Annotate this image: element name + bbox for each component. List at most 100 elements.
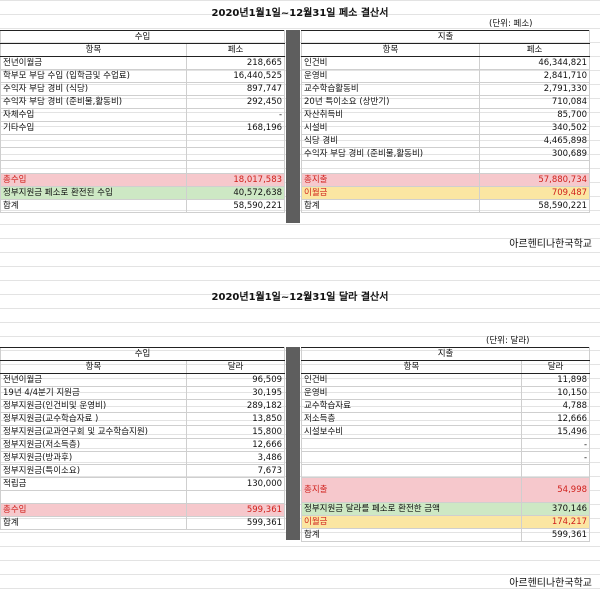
table-row: 기타수입 168,196 — [0, 121, 286, 135]
expense-header: 지출 — [300, 347, 591, 361]
table-row: 수익자 부담 경비 (식당) 897,747 — [0, 82, 286, 96]
table-row — [0, 160, 286, 174]
column-divider — [286, 347, 300, 540]
row-item: 정부지원금(교과연구회 및 교수학습지원) — [0, 425, 187, 439]
table-row: 20년 특이소요 (상반기) 710,084 — [301, 95, 591, 109]
gridline — [0, 574, 600, 575]
gridline — [0, 42, 600, 43]
income-sum-value: 58,590,221 — [185, 199, 286, 213]
table-row: 정부지원금(방과후) 3,486 — [0, 451, 286, 465]
row-item — [301, 160, 480, 174]
table-row — [301, 160, 591, 174]
gridline — [0, 210, 600, 211]
row-value: 15,800 — [185, 425, 286, 439]
expense-carry-value: 709,487 — [478, 186, 591, 200]
gridline — [0, 140, 600, 141]
expense-carry-value: 174,217 — [520, 515, 591, 529]
row-value: 7,673 — [185, 464, 286, 478]
table-row: 정부지원금(인건비및 운영비) 289,182 — [0, 399, 286, 413]
row-item: 적립금 — [0, 477, 187, 491]
dollar-expense-table: 지출 항목 달라 인건비 11,898 운영비 10,150 교수학습자료 4,788 저소득… — [300, 347, 591, 542]
gridline — [0, 518, 600, 519]
expense-total-label: 총지출 — [301, 173, 480, 187]
row-value: 2,791,330 — [478, 82, 591, 96]
row-item: 수익자 부담 경비 (준비물,활동비) — [0, 95, 187, 109]
table-row: 교수학습활동비 2,791,330 — [301, 82, 591, 96]
row-value: 300,689 — [478, 147, 591, 161]
row-item: 시설비 — [301, 121, 480, 135]
gridline — [0, 266, 600, 267]
row-item: 식당 경비 — [301, 134, 480, 148]
table-row: - — [301, 438, 591, 452]
gridline — [0, 84, 600, 85]
row-value: 12,666 — [520, 412, 591, 426]
row-item: 시설보수비 — [301, 425, 522, 439]
peso-unit-label: (단위: 페소) — [489, 19, 533, 29]
col-item-header: 항목 — [0, 360, 187, 374]
gridline — [0, 420, 600, 421]
table-row: 전년이월금 218,665 — [0, 56, 286, 70]
gridline — [0, 448, 600, 449]
row-item — [0, 490, 187, 504]
table-row: 19년 4/4분기 지원금 30,195 — [0, 386, 286, 400]
row-value: 11,898 — [520, 373, 591, 387]
gridline — [0, 238, 600, 239]
income-converted-value: 40,572,638 — [185, 186, 286, 200]
row-item — [0, 134, 187, 148]
gridline — [0, 126, 600, 127]
gridline — [0, 14, 600, 15]
row-value: 30,195 — [185, 386, 286, 400]
row-item: 정부지원금(인건비및 운영비) — [0, 399, 187, 413]
gridline — [0, 406, 600, 407]
income-sum-label: 합계 — [0, 199, 187, 213]
income-header: 수입 — [0, 30, 286, 44]
row-value: 10,150 — [520, 386, 591, 400]
table-row — [0, 147, 286, 161]
row-item: 운영비 — [301, 69, 480, 83]
table-row: 인건비 46,344,821 — [301, 56, 591, 70]
row-value: 4,465,898 — [478, 134, 591, 148]
gridline — [0, 280, 600, 281]
row-item: 저소득층 — [301, 412, 522, 426]
row-item — [301, 451, 522, 465]
row-item: 정부지원금(저소득층) — [0, 438, 187, 452]
row-value: 340,502 — [478, 121, 591, 135]
col-item-header: 항목 — [301, 43, 480, 57]
row-value — [185, 160, 286, 174]
row-item: 인건비 — [301, 56, 480, 70]
gridline — [0, 98, 600, 99]
col-currency-header: 달라 — [185, 360, 286, 374]
row-value: - — [520, 451, 591, 465]
table-row — [0, 134, 286, 148]
table-row: 정부지원금(교수학습자료 ) 13,850 — [0, 412, 286, 426]
row-item: 학부모 부담 수입 (입학금및 수업료) — [0, 69, 187, 83]
school-name-footer: 아르헨티나한국학교 — [509, 239, 592, 250]
gridline — [0, 434, 600, 435]
row-item: 19년 4/4분기 지원금 — [0, 386, 187, 400]
row-item: 정부지원금(방과후) — [0, 451, 187, 465]
row-item — [301, 464, 522, 478]
table-row: - — [301, 451, 591, 465]
gridline — [0, 70, 600, 71]
table-row: 운영비 10,150 — [301, 386, 591, 400]
row-item: 교수학습활동비 — [301, 82, 480, 96]
row-value — [185, 134, 286, 148]
table-row: 수익자 부담 경비 (준비물,활동비) 292,450 — [0, 95, 286, 109]
row-value: 3,486 — [185, 451, 286, 465]
row-value: 46,344,821 — [478, 56, 591, 70]
expense-sum-value: 599,361 — [520, 528, 591, 542]
gridline — [0, 504, 600, 505]
peso-income-table: 수입 항목 페소 전년이월금 218,665 학부모 부담 수입 (입학금및 수업료)… — [0, 30, 286, 213]
table-row — [301, 464, 591, 478]
row-value: 96,509 — [185, 373, 286, 387]
income-converted-label: 정부지원금 페소로 환전된 수입 — [0, 186, 187, 200]
gridline — [0, 182, 600, 183]
row-value: - — [185, 108, 286, 122]
gridline — [0, 322, 600, 323]
table-row: 정부지원금(저소득층) 12,666 — [0, 438, 286, 452]
row-value: 897,747 — [185, 82, 286, 96]
table-row: 정부지원금(교과연구회 및 교수학습지원) 15,800 — [0, 425, 286, 439]
peso-report-title: 2020년1월1일~12월31일 페소 결산서 — [211, 8, 389, 19]
peso-expense-table: 지출 항목 페소 인건비 46,344,821 운영비 2,841,710 교수학습활동비… — [300, 30, 591, 213]
income-total-label: 총수입 — [0, 503, 187, 517]
